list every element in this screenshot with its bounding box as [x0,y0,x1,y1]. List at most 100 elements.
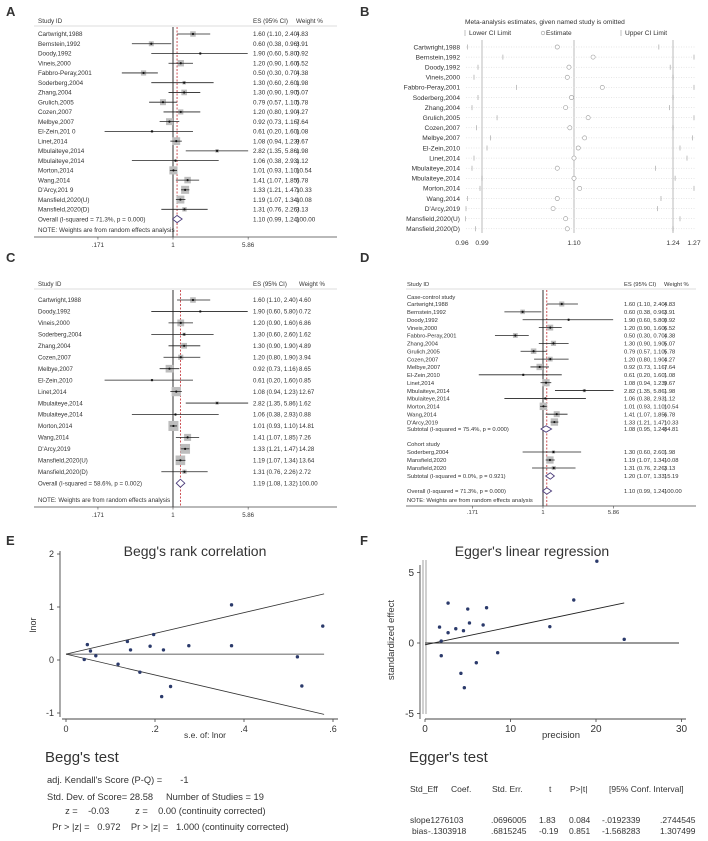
x-tick-label: 30 [676,724,688,735]
study-label: Morton,2014 [38,168,74,175]
x-tick-label: 0 [422,724,428,735]
study-label: Soderberg,2004 [413,95,461,102]
estimate-mark [554,196,560,201]
study-label: Fabbro-Peray,2001 [407,334,457,340]
data-point [572,598,576,602]
study-label: Linet,2014 [38,389,67,396]
data-point [439,653,443,658]
column-header-study: Study ID [38,281,62,288]
estimate-mark [563,216,569,222]
table-cell: 0.851 [569,826,591,836]
x-tick-label: 5.86 [608,510,619,516]
es-ci-text: 1.19 (1.08, 1.32) [253,480,298,487]
es-ci-text: 1.60 (1.10, 2.40) [624,302,667,308]
weight-text: 10.33 [664,420,679,426]
panel-letter: F [360,533,368,548]
es-ci-text: 1.41 (1.07, 1.85) [253,177,299,184]
point-estimate [184,447,187,450]
x-tick-label: 1 [541,510,544,516]
weight-text: 84.81 [664,427,679,433]
estimate-mark [599,85,605,90]
es-ci-text: 1.10 (0.99, 1.24) [624,489,667,495]
es-ci-text: 1.33 (1.21, 1.47) [253,187,299,194]
data-point [229,643,234,648]
group-label: Cohort study [407,442,440,448]
study-label: Morton,2014 [38,423,73,430]
point-estimate [552,450,555,454]
x-axis-label: precision [542,730,580,741]
study-label: Wang,2014 [38,435,70,442]
data-point [116,662,120,666]
data-point [437,625,442,629]
weight-text: 0.72 [299,309,311,316]
table-cell: .2744545 [660,815,696,825]
weight-text: 4.38 [664,334,675,340]
study-label: Grulich,2005 [407,349,440,355]
study-label: D'Arcy,2019 [407,420,438,426]
es-ci-text: 1.20 (0.90, 1.60) [253,320,298,327]
weight-text: 5.78 [664,349,675,355]
study-label: Mbulaiteye,2014 [412,166,461,173]
estimate-mark [550,206,556,211]
weight-text: 4.89 [299,343,311,350]
point-estimate [215,149,219,152]
legend-estimate-icon [540,30,546,36]
study-label: Bernstein,1992 [407,310,446,316]
x-axis-label: s.e. of: lnor [184,730,226,740]
es-ci-text: 1.19 (1.07, 1.34) [253,458,298,465]
point-estimate [549,357,552,361]
study-label: Grulich,2005 [423,115,461,122]
data-point [484,606,489,610]
study-label: Mbulaiteye,2014 [38,148,85,155]
es-ci-text: 2.82 (1.35, 5.86) [253,148,299,155]
table-header: P>|t| [570,784,587,794]
study-label: El-Zein,201 0 [38,129,76,136]
study-label: Wang,2014 [427,196,461,203]
study-label: Grulich,2005 [38,99,74,106]
study-label: Doody,1992 [38,51,72,58]
es-ci-text: 2.82 (1.35, 5.86) [624,389,667,395]
table-cell: -.1303918 [428,826,467,836]
es-ci-text: 1.20 (0.80, 1.90) [253,109,299,116]
estimate-mark [563,105,569,110]
weight-text: 3.91 [296,41,309,48]
point-estimate [183,91,186,94]
y-tick-label: 0 [49,655,54,665]
es-ci-text: 1.33 (1.21, 1.47) [624,420,667,426]
point-estimate [567,318,570,321]
weight-text: 1.98 [296,148,309,155]
study-label: Bernstein,1992 [38,41,81,48]
x-tick-label: .171 [92,512,104,519]
data-point [128,648,133,652]
x-tick-label: 0.96 [455,240,468,247]
data-point [295,655,300,659]
study-label: Cartwright,1988 [38,297,82,304]
plot-title: Begg's rank correlation [124,543,267,559]
weight-text: 6.52 [664,326,675,332]
point-estimate [179,459,182,462]
weight-text: 10.54 [296,168,312,175]
es-ci-text: 1.08 (0.94, 1.23) [253,138,299,145]
point-estimate [183,208,186,211]
point-estimate [560,302,563,306]
point-estimate [583,389,586,392]
table-row-label: bias [412,826,428,836]
study-label: Bernstein,1992 [416,54,461,61]
es-ci-text: 1.06 (0.38, 2.93) [624,397,667,403]
es-ci-text: 0.60 (0.38, 0.96) [624,310,667,316]
weight-text: 9.67 [296,138,309,145]
study-label: Mansfield,2020(U) [406,216,460,223]
study-label: Wang,2014 [38,177,70,184]
point-estimate [179,356,182,359]
study-label: Linet,2014 [407,381,435,387]
es-ci-text: 1.10 (0.99, 1.24) [253,216,299,223]
study-label: Cozen,2007 [38,109,72,116]
study-label: Morton,2014 [407,405,440,411]
study-label: Mansfield,2020(U) [38,458,88,465]
es-ci-text: 1.41 (1.07, 1.85) [253,435,298,442]
es-ci-text: 0.79 (0.57, 1.10) [624,349,667,355]
weight-text: 12.67 [299,389,315,396]
data-point [439,639,443,643]
overall-diamond [541,487,553,495]
y-axis-label: lnor [28,617,38,632]
